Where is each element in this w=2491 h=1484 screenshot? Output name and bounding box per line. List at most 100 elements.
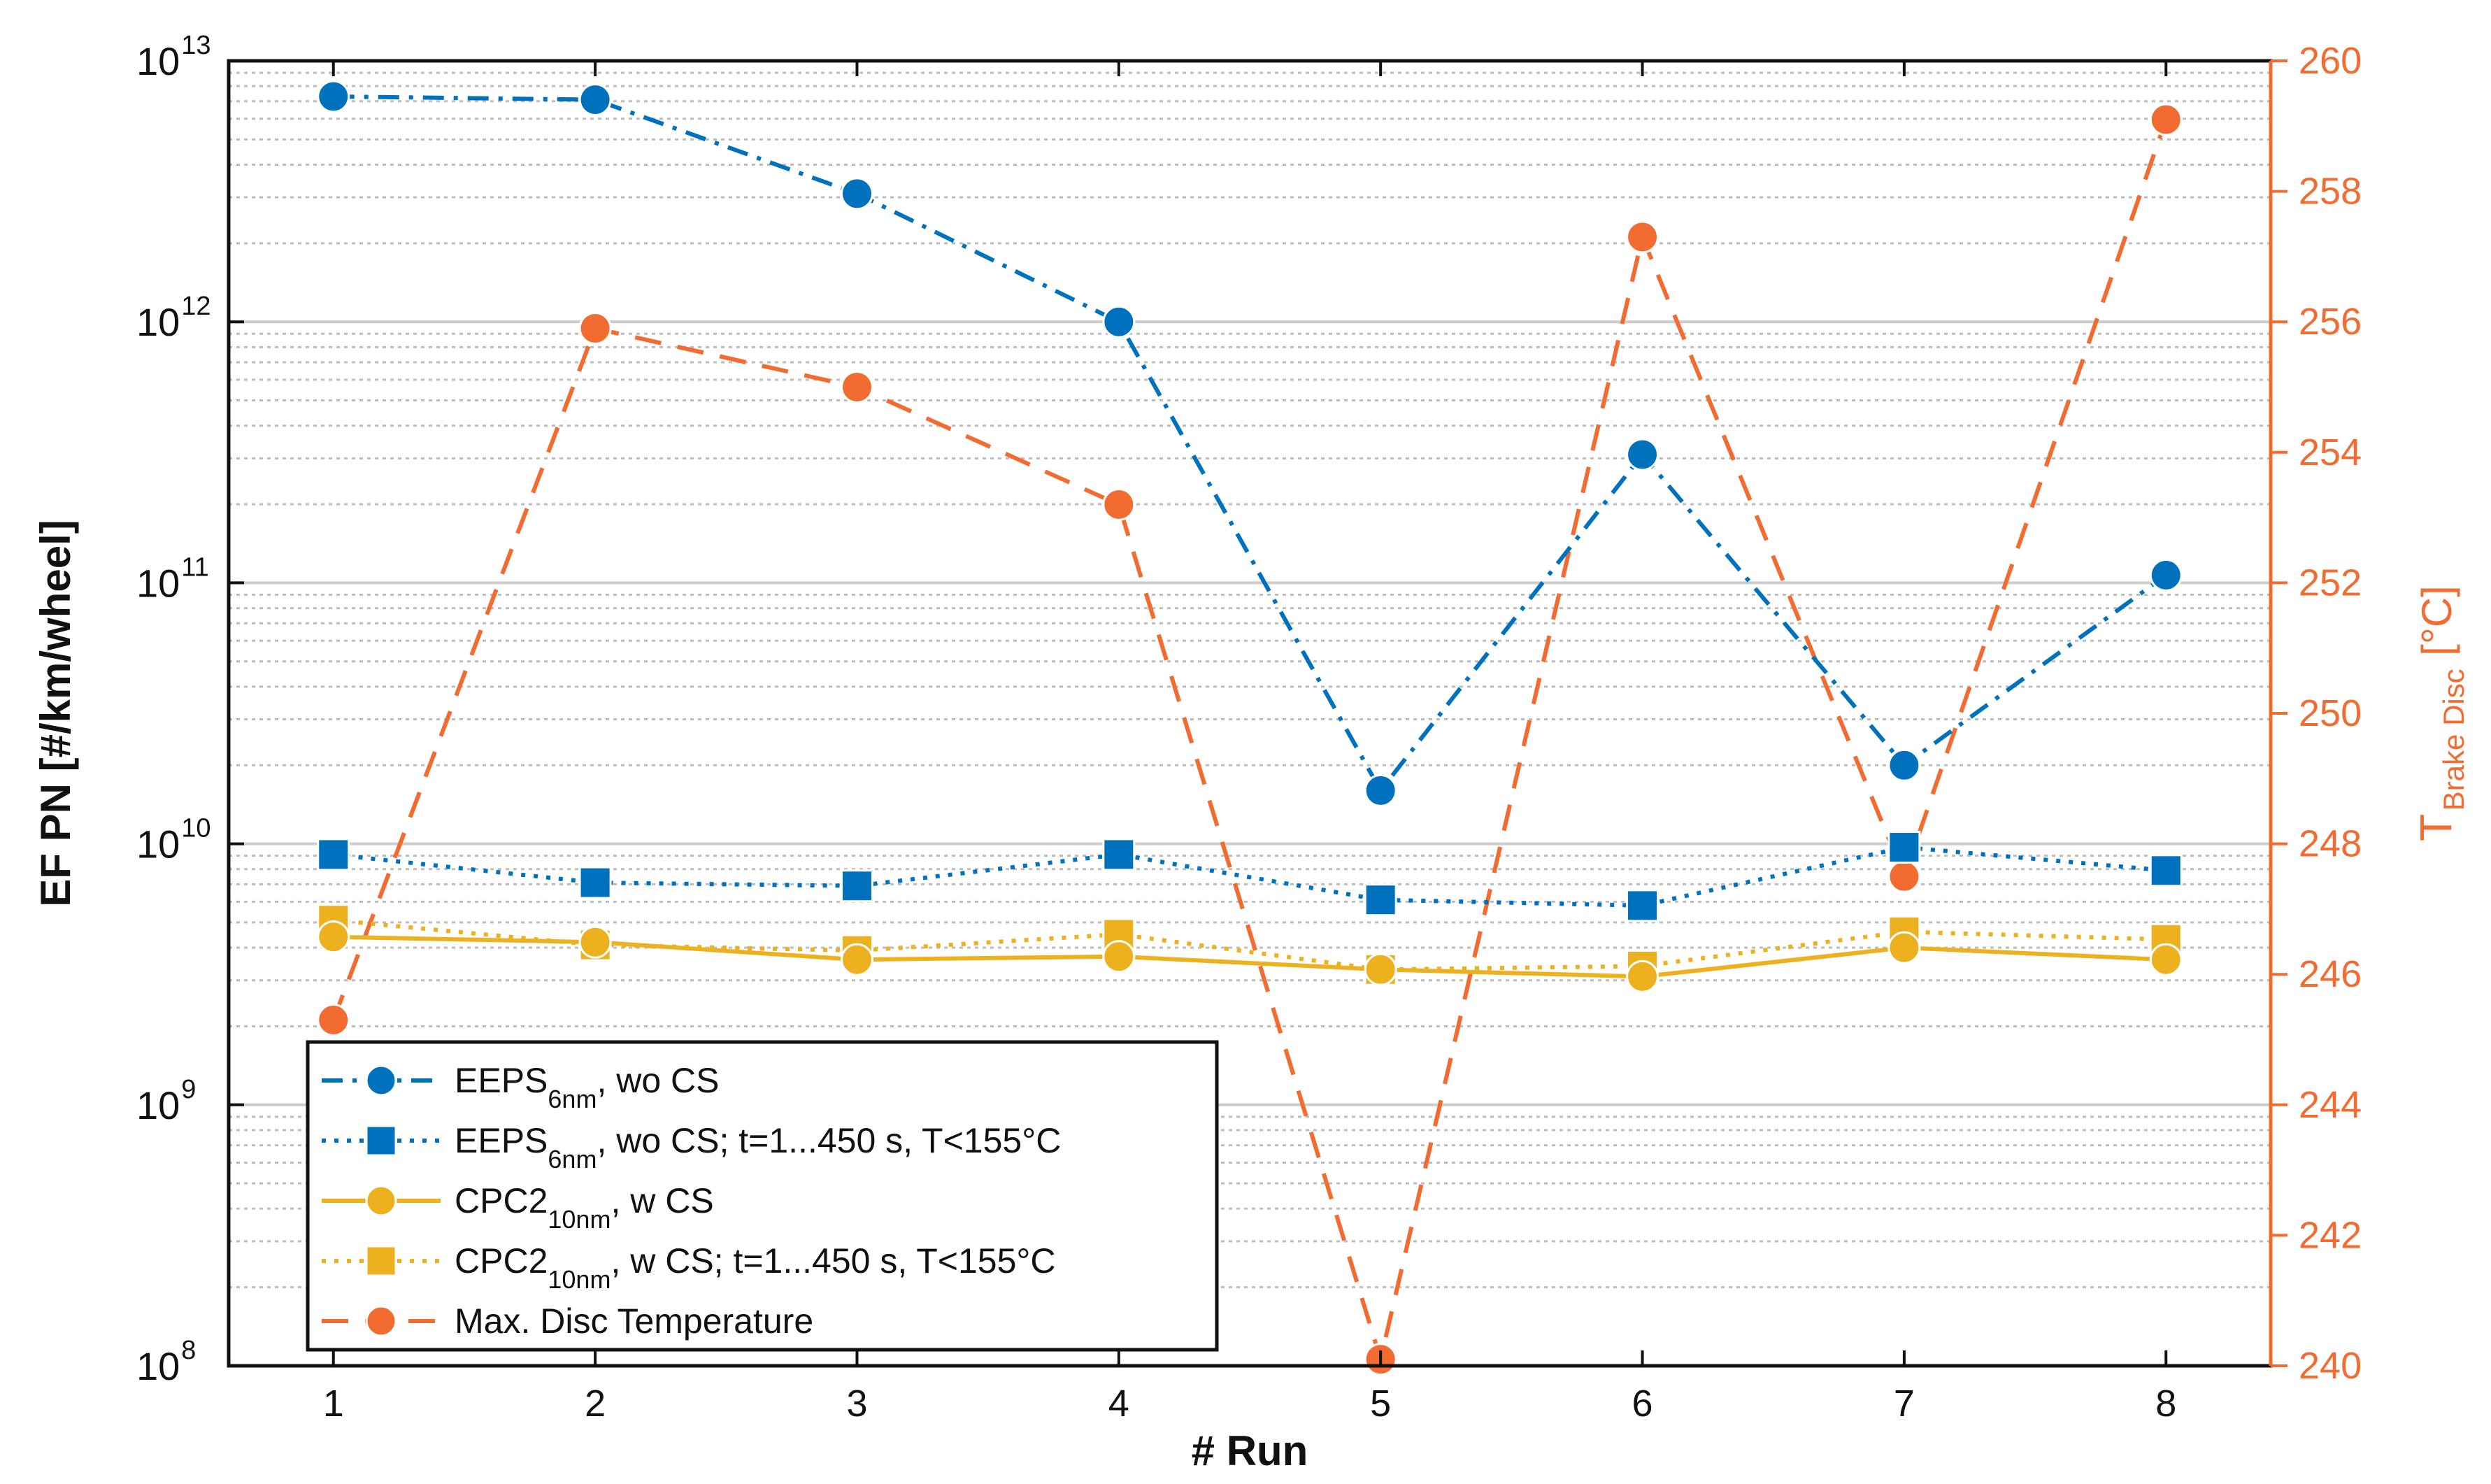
series-1-point bbox=[2149, 854, 2183, 887]
legend-label-suffix: , w CS; t=1...450 s, T<155°C bbox=[611, 1241, 1055, 1280]
series-1-point bbox=[1364, 883, 1397, 917]
right-axis-title: T Brake Disc [°C] bbox=[2411, 585, 2470, 841]
series-4-point bbox=[2149, 103, 2183, 136]
left-tick-exponent: 8 bbox=[181, 1336, 196, 1365]
legend-swatch-marker bbox=[365, 1185, 397, 1217]
left-tick-exponent: 9 bbox=[181, 1075, 196, 1104]
legend-label: EEPS6nm, wo CS; t=1...450 s, T<155°C bbox=[455, 1121, 1061, 1173]
series-0-point bbox=[840, 177, 873, 211]
series-layer bbox=[317, 80, 2183, 1376]
series-0-point bbox=[1626, 438, 1660, 471]
legend-item-4: Max. Disc Temperature bbox=[322, 1301, 813, 1341]
left-tick-label: 1010 bbox=[136, 814, 211, 866]
left-tick-label: 1011 bbox=[136, 552, 209, 605]
x-tick-label: 7 bbox=[1894, 1383, 1915, 1425]
right-tick-label: 252 bbox=[2299, 562, 2362, 604]
series-1-point bbox=[317, 838, 350, 871]
series-4-point bbox=[1626, 220, 1660, 254]
right-tick-label: 260 bbox=[2299, 40, 2362, 82]
left-axis-title: EF PN [#/km/wheel] bbox=[32, 520, 79, 906]
x-tick-label: 4 bbox=[1108, 1383, 1129, 1425]
right-tick-label: 244 bbox=[2299, 1084, 2362, 1126]
legend-label-suffix: , wo CS; t=1...450 s, T<155°C bbox=[597, 1121, 1061, 1160]
right-tick-label: 242 bbox=[2299, 1214, 2362, 1256]
legend-label: EEPS6nm, wo CS bbox=[455, 1061, 720, 1113]
series-0-point bbox=[317, 80, 350, 113]
x-axis-title: # Run bbox=[1192, 1427, 1308, 1474]
legend-label: Max. Disc Temperature bbox=[455, 1301, 813, 1341]
series-2-point bbox=[1364, 953, 1397, 986]
legend-label-name: EEPS bbox=[455, 1061, 548, 1100]
left-tick-exponent: 11 bbox=[181, 552, 208, 582]
x-tick-label: 1 bbox=[323, 1383, 344, 1425]
left-tick-base: 10 bbox=[136, 561, 180, 605]
left-tick-label: 1012 bbox=[136, 292, 211, 344]
legend-item-1: EEPS6nm, wo CS; t=1...450 s, T<155°C bbox=[322, 1121, 1061, 1173]
legend-label: CPC210nm, w CS; t=1...450 s, T<155°C bbox=[455, 1241, 1056, 1294]
right-tick-label: 258 bbox=[2299, 171, 2362, 213]
series-2-line bbox=[333, 934, 2167, 979]
series-1-line bbox=[333, 845, 2167, 908]
series-4-point bbox=[1102, 487, 1136, 521]
legend-label-name: CPC2 bbox=[455, 1241, 548, 1280]
series-0-point bbox=[1364, 773, 1397, 807]
series-0-point bbox=[1102, 305, 1136, 338]
series-2-point bbox=[578, 925, 612, 959]
series-0-point bbox=[2149, 558, 2183, 592]
series-4-point bbox=[1887, 859, 1921, 893]
series-2-point bbox=[2149, 943, 2183, 976]
left-tick-exponent: 13 bbox=[181, 31, 210, 60]
series-1-point bbox=[840, 869, 873, 903]
right-axis-title-unit: [°C] bbox=[2413, 585, 2460, 656]
right-axis-title-main: T bbox=[2411, 814, 2461, 841]
left-tick-base: 10 bbox=[136, 39, 180, 83]
legend-swatch-marker bbox=[365, 1125, 397, 1157]
series-2-point bbox=[1102, 940, 1136, 973]
series-2-point bbox=[317, 920, 350, 954]
series-4-point bbox=[317, 1004, 350, 1037]
legend-label-sub: 10nm bbox=[548, 1265, 611, 1294]
left-tick-label: 108 bbox=[136, 1336, 196, 1388]
legend-label-sub: 10nm bbox=[548, 1205, 611, 1234]
series-4-line bbox=[331, 118, 2169, 1368]
legend-swatch-marker bbox=[365, 1305, 397, 1337]
legend-item-2: CPC210nm, w CS bbox=[322, 1181, 714, 1234]
left-tick-label: 109 bbox=[136, 1075, 196, 1127]
right-tick-label: 250 bbox=[2299, 692, 2362, 734]
series-0-point bbox=[578, 83, 612, 117]
axis-layer: 1081091010101110121013240242244246248250… bbox=[136, 31, 2362, 1425]
right-tick-label: 254 bbox=[2299, 431, 2362, 473]
left-tick-base: 10 bbox=[136, 1083, 180, 1127]
x-tick-label: 3 bbox=[846, 1383, 867, 1425]
x-tick-label: 5 bbox=[1370, 1383, 1391, 1425]
left-tick-exponent: 12 bbox=[181, 292, 210, 321]
series-2-group bbox=[317, 920, 2183, 993]
left-tick-base: 10 bbox=[136, 822, 180, 866]
left-tick-label: 1013 bbox=[136, 31, 211, 83]
series-3-line bbox=[333, 918, 2167, 972]
legend-swatch-marker bbox=[365, 1064, 397, 1097]
legend-swatch-marker bbox=[365, 1245, 397, 1277]
series-2-point bbox=[1626, 959, 1660, 993]
series-1-point bbox=[1102, 838, 1136, 871]
legend-label-sub: 6nm bbox=[548, 1145, 597, 1173]
right-tick-label: 248 bbox=[2299, 823, 2362, 865]
x-tick-label: 6 bbox=[1632, 1383, 1653, 1425]
legend-label: CPC210nm, w CS bbox=[455, 1181, 714, 1234]
legend-label-name: Max. Disc Temperature bbox=[455, 1301, 813, 1341]
legend-label-name: EEPS bbox=[455, 1121, 548, 1160]
right-tick-label: 256 bbox=[2299, 301, 2362, 343]
left-tick-base: 10 bbox=[136, 300, 180, 344]
series-1-point bbox=[1887, 831, 1921, 864]
series-4-point bbox=[840, 371, 873, 404]
x-tick-label: 8 bbox=[2155, 1383, 2176, 1425]
legend-box bbox=[306, 1040, 1219, 1352]
x-tick-label: 2 bbox=[585, 1383, 606, 1425]
legend-label-suffix: , wo CS bbox=[597, 1061, 719, 1100]
left-tick-exponent: 10 bbox=[181, 814, 210, 843]
right-tick-label: 240 bbox=[2299, 1345, 2362, 1387]
series-4-point bbox=[578, 312, 612, 345]
series-1-group bbox=[317, 831, 2183, 922]
